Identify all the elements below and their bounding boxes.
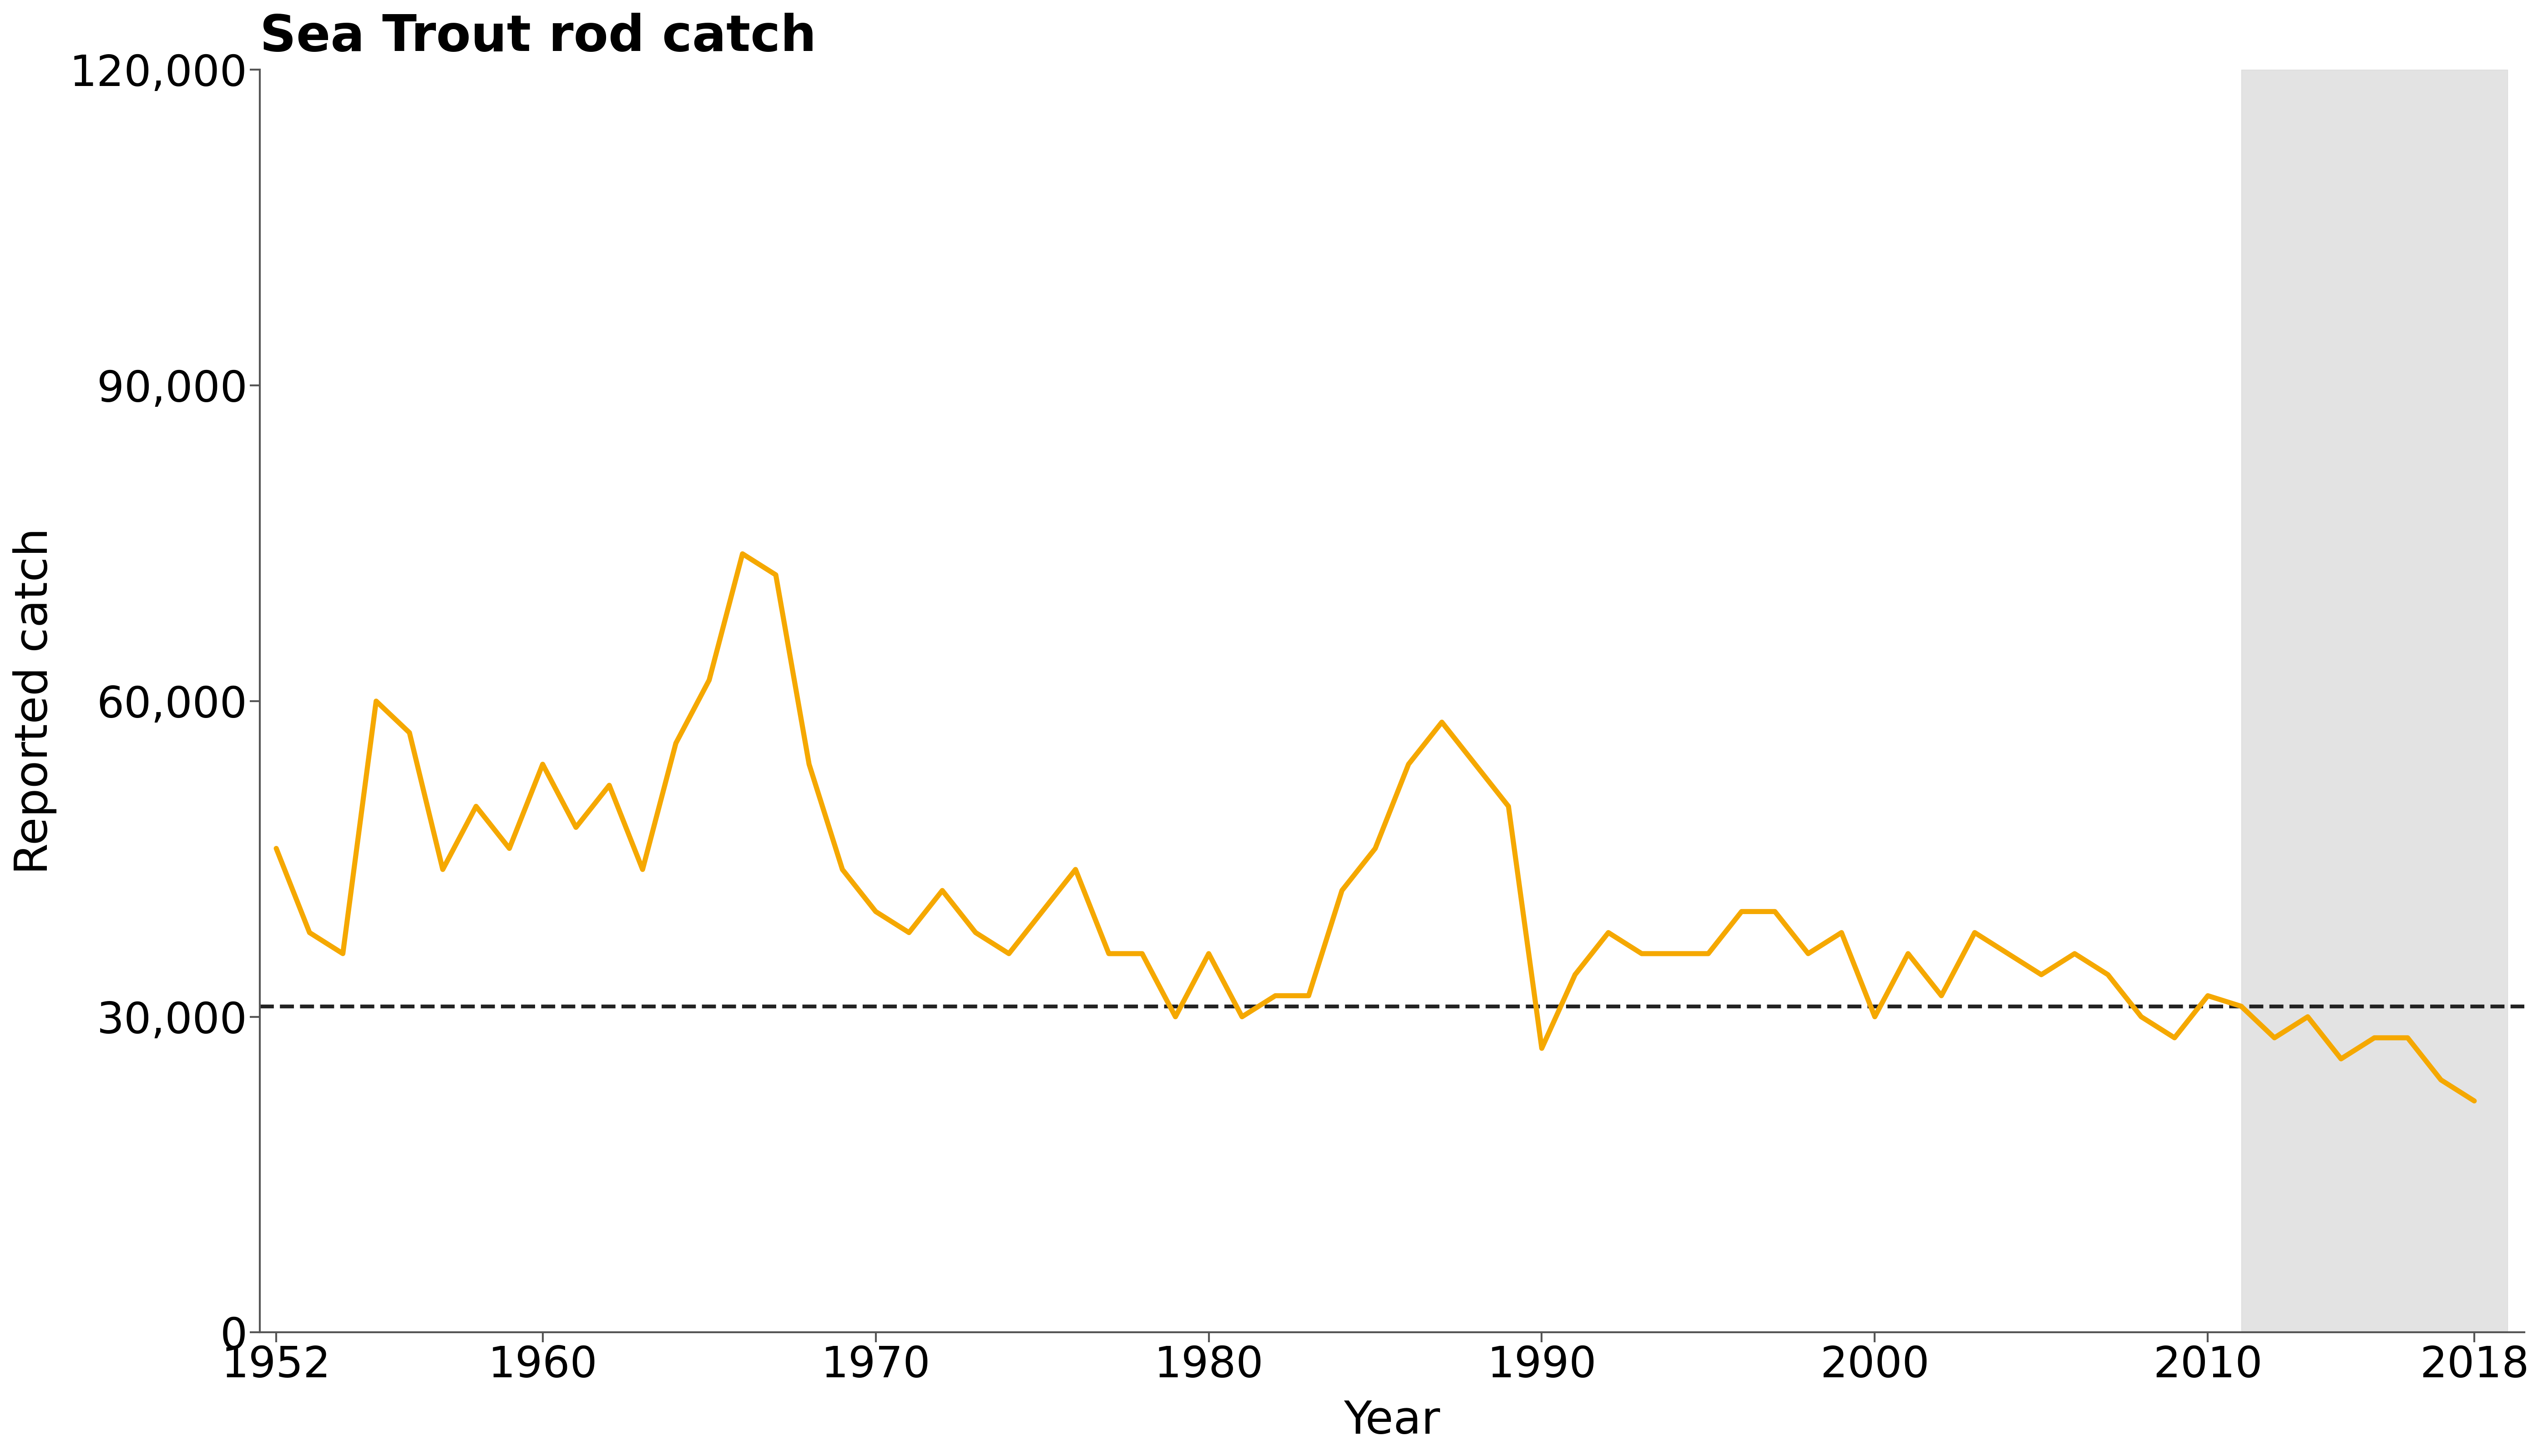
X-axis label: Year: Year xyxy=(1343,1399,1440,1443)
Bar xyxy=(2242,70,2507,1332)
Text: Sea Trout rod catch: Sea Trout rod catch xyxy=(260,13,815,61)
Y-axis label: Reported catch: Reported catch xyxy=(13,527,56,875)
